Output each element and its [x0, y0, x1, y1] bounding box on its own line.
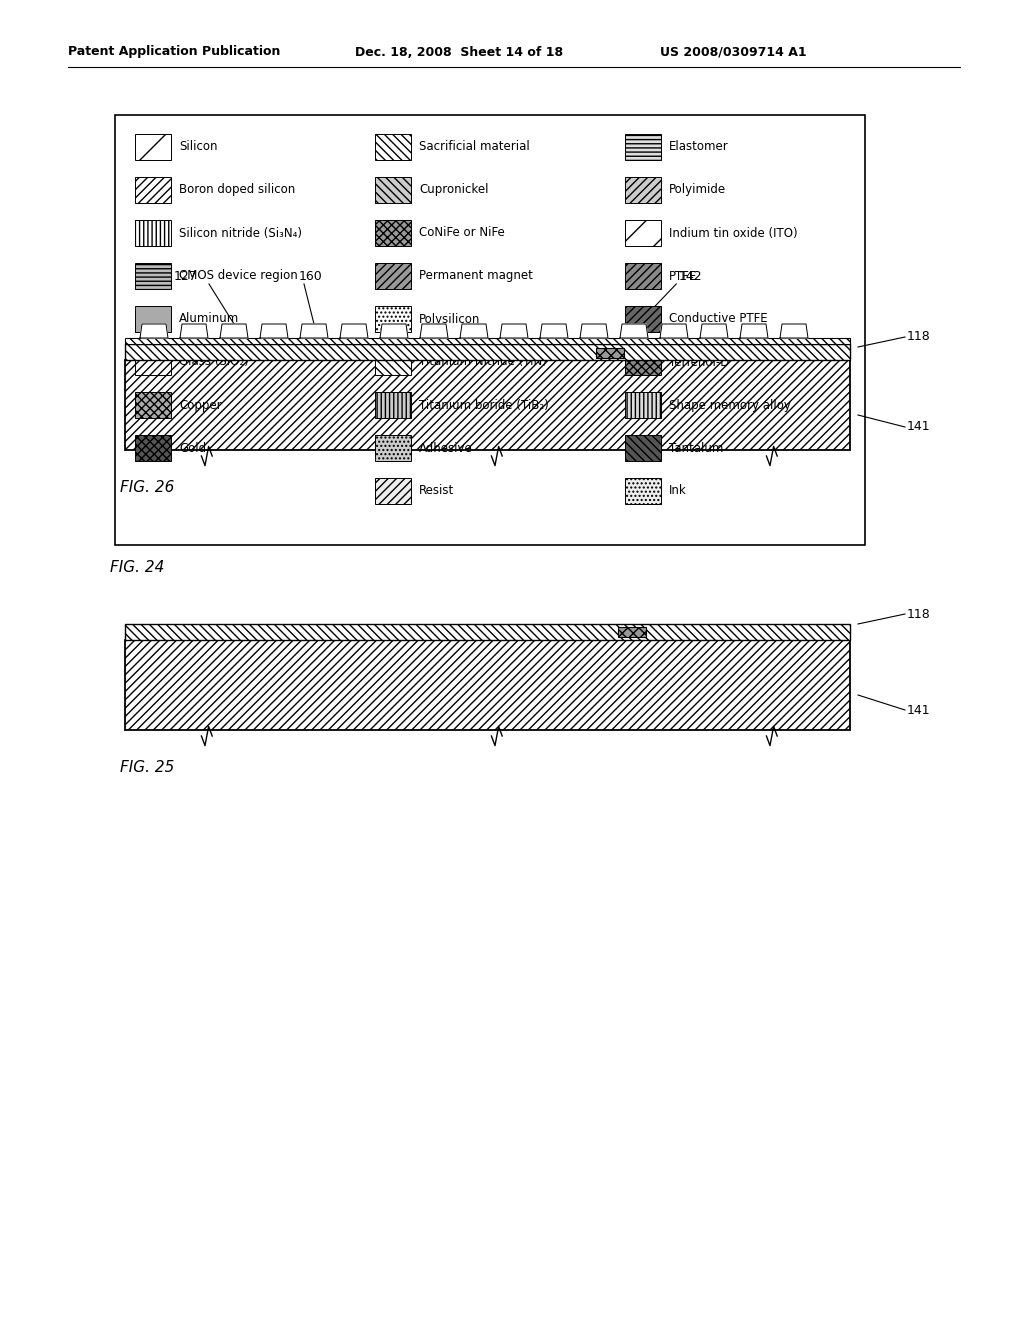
Bar	[135, 220, 171, 246]
Text: Tantalum: Tantalum	[669, 441, 723, 454]
Polygon shape	[460, 323, 488, 338]
Polygon shape	[780, 323, 808, 338]
Bar	[596, 348, 625, 358]
Polygon shape	[660, 323, 688, 338]
Text: Adhesive: Adhesive	[419, 441, 473, 454]
Polygon shape	[420, 323, 449, 338]
Text: Conductive PTFE: Conductive PTFE	[669, 313, 768, 326]
Text: FIG. 24: FIG. 24	[110, 560, 165, 574]
Text: Ink: Ink	[669, 484, 687, 498]
Text: Sacrificial material: Sacrificial material	[419, 140, 529, 153]
Text: Copper: Copper	[179, 399, 221, 412]
Text: Gold: Gold	[179, 441, 206, 454]
Bar	[618, 627, 646, 638]
Polygon shape	[540, 323, 568, 338]
Bar	[625, 392, 662, 418]
Bar	[135, 348, 171, 375]
Bar	[375, 177, 411, 203]
Text: 141: 141	[907, 421, 931, 433]
Bar	[625, 220, 662, 246]
Bar	[125, 624, 850, 640]
Polygon shape	[580, 323, 608, 338]
Bar	[125, 360, 850, 450]
Bar	[625, 177, 662, 203]
Text: Polysilicon: Polysilicon	[419, 313, 480, 326]
Bar	[375, 436, 411, 461]
Polygon shape	[180, 323, 208, 338]
Text: CoNiFe or NiFe: CoNiFe or NiFe	[419, 227, 505, 239]
Text: Silicon: Silicon	[179, 140, 217, 153]
Bar	[115, 115, 865, 545]
Text: Shape memory alloy: Shape memory alloy	[669, 399, 791, 412]
Polygon shape	[140, 323, 168, 338]
Text: Silicon nitride (Si₃N₄): Silicon nitride (Si₃N₄)	[179, 227, 302, 239]
Polygon shape	[380, 323, 408, 338]
Text: PTFE: PTFE	[669, 269, 697, 282]
Text: Patent Application Publication: Patent Application Publication	[68, 45, 281, 58]
Bar	[135, 263, 171, 289]
Polygon shape	[220, 323, 248, 338]
Bar	[125, 345, 850, 360]
Bar	[625, 135, 662, 160]
Text: 160: 160	[299, 269, 323, 282]
Text: FIG. 25: FIG. 25	[120, 760, 174, 776]
Polygon shape	[300, 323, 328, 338]
Bar	[375, 306, 411, 333]
Text: 127: 127	[174, 269, 198, 282]
Bar	[375, 135, 411, 160]
Text: Aluminum: Aluminum	[179, 313, 240, 326]
Bar	[625, 306, 662, 333]
Text: Dec. 18, 2008  Sheet 14 of 18: Dec. 18, 2008 Sheet 14 of 18	[355, 45, 563, 58]
Text: 142: 142	[678, 269, 701, 282]
Bar	[135, 436, 171, 461]
Text: Elastomer: Elastomer	[669, 140, 729, 153]
Text: Polyimide: Polyimide	[669, 183, 726, 197]
Text: FIG. 26: FIG. 26	[120, 480, 174, 495]
Text: US 2008/0309714 A1: US 2008/0309714 A1	[660, 45, 807, 58]
Polygon shape	[620, 323, 648, 338]
Bar	[375, 478, 411, 504]
Bar	[375, 263, 411, 289]
Text: 118: 118	[907, 330, 931, 343]
Bar	[625, 478, 662, 504]
Polygon shape	[740, 323, 768, 338]
Text: Terfenol-D: Terfenol-D	[669, 355, 729, 368]
Bar	[375, 348, 411, 375]
Bar	[125, 338, 850, 345]
Text: Glass (SiO₂): Glass (SiO₂)	[179, 355, 249, 368]
Bar	[625, 263, 662, 289]
Bar	[135, 135, 171, 160]
Bar	[625, 348, 662, 375]
Text: Boron doped silicon: Boron doped silicon	[179, 183, 295, 197]
Bar	[375, 220, 411, 246]
Bar	[375, 392, 411, 418]
Bar	[135, 306, 171, 333]
Text: Titanium boride (TiB₂): Titanium boride (TiB₂)	[419, 399, 549, 412]
Bar	[625, 436, 662, 461]
Polygon shape	[500, 323, 528, 338]
Text: Cupronickel: Cupronickel	[419, 183, 488, 197]
Text: CMOS device region: CMOS device region	[179, 269, 298, 282]
Bar	[135, 392, 171, 418]
Text: Permanent magnet: Permanent magnet	[419, 269, 532, 282]
Text: Resist: Resist	[419, 484, 455, 498]
Text: Titanium Nitride (TiN): Titanium Nitride (TiN)	[419, 355, 547, 368]
Text: Indium tin oxide (ITO): Indium tin oxide (ITO)	[669, 227, 798, 239]
Bar	[125, 640, 850, 730]
Polygon shape	[700, 323, 728, 338]
Bar	[135, 177, 171, 203]
Polygon shape	[340, 323, 368, 338]
Polygon shape	[260, 323, 288, 338]
Text: 118: 118	[907, 607, 931, 620]
Text: 141: 141	[907, 704, 931, 717]
